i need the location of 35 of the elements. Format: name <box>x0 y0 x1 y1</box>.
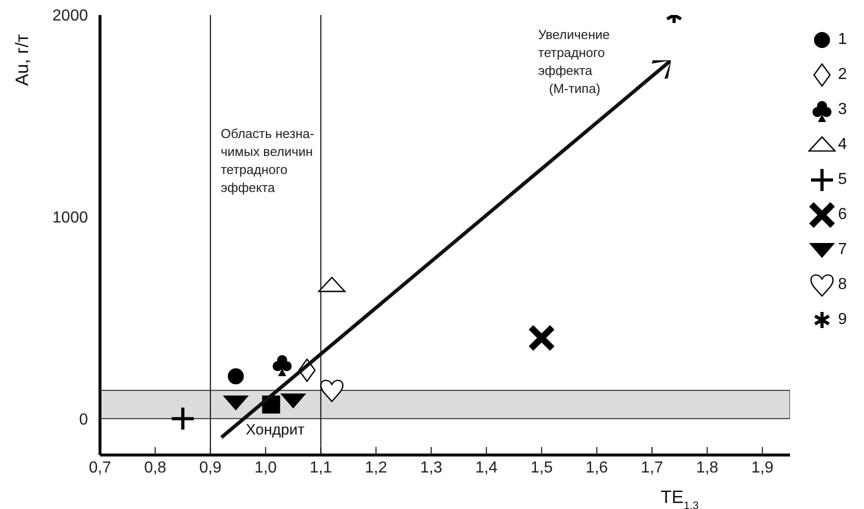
annotation: Увеличение тетрадного эффекта (М-типа) <box>538 27 610 96</box>
point <box>272 355 292 376</box>
point <box>320 380 344 402</box>
x-tick-label: 1,2 <box>364 459 388 476</box>
x-tick-label: 1,9 <box>751 459 774 476</box>
x-tick-label: 1,8 <box>696 459 718 476</box>
legend-label: 4 <box>838 136 847 154</box>
y-tick-label: 0 <box>79 411 88 428</box>
legend-label: 9 <box>838 310 847 328</box>
legend-label: 2 <box>838 66 847 84</box>
y-tick-label: 2000 <box>52 8 88 25</box>
x-tick-label: 1,4 <box>475 459 498 476</box>
point <box>528 325 554 351</box>
x-tick-label: 0,8 <box>144 459 166 476</box>
annotation: Область незна- чимых величин тетрадного эффекта <box>220 126 314 196</box>
data-label: Хондрит <box>246 422 305 439</box>
legend-label: 1 <box>838 30 847 48</box>
legend-label: 8 <box>838 276 847 294</box>
point <box>228 368 244 384</box>
x-tick-label: 1,7 <box>640 459 664 476</box>
legend-label: 5 <box>838 170 847 188</box>
x-tick-label: 1,5 <box>530 459 553 476</box>
x-tick-label: 1,1 <box>310 459 332 476</box>
point <box>172 408 194 430</box>
x-tick-label: 1,3 <box>420 459 442 476</box>
x-tick-label: 1,6 <box>586 459 608 476</box>
y-axis-title: Au, г/т <box>12 34 32 86</box>
x-tick-label: 0,9 <box>199 459 222 476</box>
x-tick-label: 1,0 <box>254 459 277 476</box>
legend-label: 6 <box>838 206 847 224</box>
legend-label: 3 <box>838 100 847 118</box>
y-tick-label: 1000 <box>52 210 88 227</box>
x-tick-label: 0,7 <box>88 459 112 476</box>
legend-label: 7 <box>838 240 847 258</box>
x-axis-title: TE$_{1.3}$ <box>660 487 699 509</box>
